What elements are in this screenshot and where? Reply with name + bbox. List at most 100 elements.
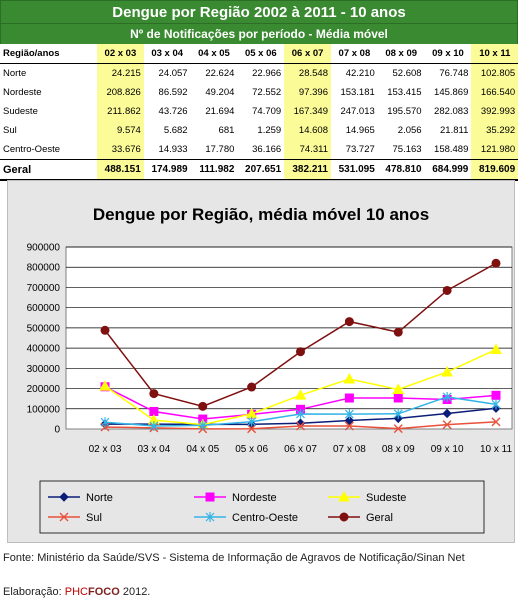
table-cell: 28.548 <box>284 63 331 83</box>
row-region-label: Sudeste <box>3 106 38 117</box>
credit-note: Elaboração: PHCFOCO 2012. <box>3 586 150 598</box>
table-cell: 42.210 <box>345 68 375 79</box>
header-period: 10 x 11 <box>471 44 518 64</box>
line-chart: Dengue por Região, média móvel 10 anos 0 1… <box>27 205 513 534</box>
series-geral-point <box>100 325 110 335</box>
table-row: Sudeste 211.862 43.726 21.694 74.709 167.349 2… <box>0 102 518 121</box>
table-cell: 684.999 <box>424 159 472 181</box>
x-tick-label: 09 x 10 <box>431 444 464 455</box>
legend-sudeste-label: Sudeste <box>366 492 406 504</box>
table-cell: 158.489 <box>434 144 469 155</box>
table-cell: 21.811 <box>440 125 469 136</box>
table-cell: 22.624 <box>205 68 235 79</box>
header-period: 08 x 09 <box>377 44 425 64</box>
chart-area: Dengue por Região, média móvel 10 anos 0 1… <box>7 180 515 543</box>
table-cell: 73.727 <box>345 144 375 155</box>
credit-brand-phc: PHC <box>64 586 88 598</box>
table-cell: 111.982 <box>190 159 238 181</box>
legend-norte-swatch-point <box>59 492 69 502</box>
legend-nordeste-label: Nordeste <box>232 492 277 504</box>
series-geral-point <box>198 401 208 411</box>
table-cell: 145.869 <box>434 87 469 98</box>
source-note: Fonte: Ministério da Saúde/SVS - Sistema… <box>3 552 465 564</box>
series-sul-point <box>442 420 452 430</box>
table-cell: 208.826 <box>97 83 144 102</box>
series-geral-point <box>344 317 354 327</box>
y-tick-label: 900000 <box>27 243 61 254</box>
table-cell: 14.965 <box>345 125 375 136</box>
table-cell: 74.311 <box>284 140 331 160</box>
table-cell: 488.151 <box>97 159 144 181</box>
series-centro-oeste-point <box>344 409 354 420</box>
series-centro-oeste-point <box>442 391 452 402</box>
y-tick-label: 100000 <box>27 404 61 415</box>
x-tick-label: 02 x 03 <box>89 444 122 455</box>
x-tick-label: 10 x 11 <box>480 444 512 455</box>
table-cell: 121.980 <box>471 140 518 160</box>
legend-geral-swatch-point <box>339 512 349 522</box>
x-tick-label: 05 x 06 <box>235 444 268 455</box>
table-cell: 17.780 <box>205 144 235 155</box>
table-cell: 33.676 <box>97 140 144 160</box>
series-nordeste-point <box>393 393 403 403</box>
y-tick-label: 500000 <box>27 323 61 334</box>
x-tick-label: 08 x 09 <box>382 444 415 455</box>
table-row: Nordeste 208.826 86.592 49.204 72.552 97.396 1… <box>0 83 518 102</box>
table-cell: 166.540 <box>471 83 518 102</box>
y-tick-label: 400000 <box>27 344 61 355</box>
row-region-label: Sul <box>3 125 17 136</box>
legend-nordeste-swatch-point <box>205 492 215 502</box>
y-tick-label: 300000 <box>27 364 61 375</box>
chart-title: Dengue por Região, média móvel 10 anos <box>93 205 429 224</box>
table-cell: 382.211 <box>284 159 331 181</box>
series-sudeste-point <box>343 373 356 384</box>
table-cell: 36.166 <box>252 144 282 155</box>
table-cell: 478.810 <box>377 159 425 181</box>
table-cell: 97.396 <box>284 83 331 102</box>
series-sul-point <box>344 421 354 431</box>
table-cell: 9.574 <box>97 121 144 140</box>
series-sudeste-point <box>392 383 405 394</box>
table-header-row: Região/anos 02 x 03 03 x 04 04 x 05 05 x 06… <box>0 44 518 64</box>
table-cell: 247.013 <box>340 106 375 117</box>
table-cell: 174.989 <box>143 159 191 181</box>
data-table-panel: Dengue por Região 2002 à 2011 - 10 anos … <box>0 0 518 181</box>
y-tick-label: 600000 <box>27 303 61 314</box>
legend-centro-oeste-label: Centro-Oeste <box>232 512 298 524</box>
series-geral-point <box>149 389 159 399</box>
table-cell: 43.726 <box>158 106 188 117</box>
x-tick-label: 03 x 04 <box>137 444 170 455</box>
table-cell: 72.552 <box>252 87 282 98</box>
series-norte-point <box>442 408 452 419</box>
row-region-label: Norte <box>3 68 27 79</box>
table-cell: 52.608 <box>392 68 422 79</box>
table-cell: 195.570 <box>387 106 422 117</box>
series-centro-oeste-point <box>296 408 305 419</box>
credit-brand-foco: FOCO <box>88 586 120 598</box>
table-cell: 49.204 <box>205 87 235 98</box>
series-centro-oeste-point <box>149 420 159 431</box>
legend-geral-label: Geral <box>366 512 393 524</box>
table-cell: 35.292 <box>471 121 518 140</box>
series-sudeste-point <box>99 380 111 391</box>
legend-sudeste-swatch-point <box>338 490 350 502</box>
series-sul-point <box>247 424 257 434</box>
table-cell: 819.609 <box>471 159 518 181</box>
table-subtitle: Nº de Notificações por período - Média m… <box>0 24 518 44</box>
series-sudeste-point <box>490 343 502 355</box>
credit-suffix: 2012. <box>119 586 151 598</box>
table-cell: 14.933 <box>158 144 188 155</box>
series-geral-point <box>491 258 501 268</box>
credit-prefix: Elaboração: <box>3 586 65 598</box>
header-period: 09 x 10 <box>424 44 472 64</box>
table-cell: 76.748 <box>439 68 469 79</box>
header-period: 05 x 06 <box>237 44 285 64</box>
table-cell: 74.709 <box>252 106 282 117</box>
series-geral-point <box>393 327 403 337</box>
series-sudeste-point <box>441 365 453 377</box>
x-tick-label: 07 x 08 <box>333 444 366 455</box>
table-cell: 24.057 <box>158 68 188 79</box>
y-tick-label: 700000 <box>27 283 61 294</box>
table-cell: 86.592 <box>158 87 188 98</box>
series-sudeste-point <box>294 389 307 400</box>
